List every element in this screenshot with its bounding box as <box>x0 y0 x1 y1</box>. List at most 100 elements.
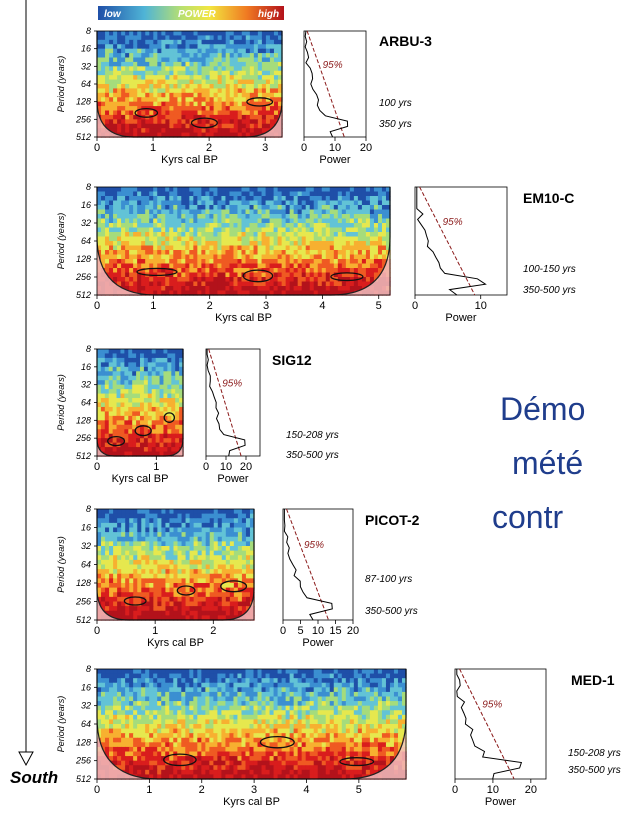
heatmap-cell <box>198 509 203 514</box>
heatmap-cell <box>270 40 275 45</box>
heatmap-cell <box>109 259 114 264</box>
heatmap-cell <box>286 268 291 273</box>
heatmap-cell <box>149 232 154 237</box>
heatmap-cell <box>358 683 363 688</box>
heatmap-cell <box>144 398 149 403</box>
heatmap-cell <box>105 241 110 246</box>
heatmap-cell <box>214 602 219 607</box>
heatmap-cell <box>222 565 227 570</box>
heatmap-cell <box>346 214 351 219</box>
heatmap-cell <box>330 232 335 237</box>
heatmap-cell <box>152 358 157 363</box>
heatmap-cell <box>141 518 146 523</box>
heatmap-cell <box>125 537 130 542</box>
heatmap-cell <box>133 514 138 519</box>
heatmap-cell <box>218 537 223 542</box>
heatmap-cell <box>173 124 178 129</box>
heatmap-cell <box>167 376 172 381</box>
heatmap-cell <box>97 398 102 403</box>
heatmap-cell <box>189 205 194 210</box>
heatmap-cell <box>133 75 138 80</box>
heatmap-cell <box>129 192 134 197</box>
heatmap-cell <box>382 205 387 210</box>
heatmap-cell <box>378 255 383 260</box>
heatmap-cell <box>113 358 118 363</box>
heatmap-cell <box>125 509 130 514</box>
heatmap-cell <box>113 255 118 260</box>
heatmap-cell <box>374 196 379 201</box>
heatmap-cell <box>177 268 182 273</box>
heatmap-cell <box>282 259 287 264</box>
heatmap-cell <box>254 44 259 49</box>
heatmap-cell <box>210 106 215 111</box>
heatmap-cell <box>173 528 178 533</box>
heatmap-cell <box>238 602 243 607</box>
heatmap-cell <box>202 80 207 85</box>
heatmap-cell <box>152 380 157 385</box>
heatmap-cell <box>198 537 203 542</box>
heatmap-cell <box>125 611 130 616</box>
heatmap-cell <box>149 187 154 192</box>
heatmap-cell <box>185 268 190 273</box>
heatmap-cell <box>241 250 246 255</box>
heatmap-cell <box>109 592 114 597</box>
heatmap-cell <box>358 268 363 273</box>
y-tick-label: 512 <box>76 451 91 461</box>
heatmap-cell <box>197 250 202 255</box>
heatmap-cell <box>254 237 259 242</box>
heatmap-cell <box>282 286 287 291</box>
heatmap-cell <box>314 223 319 228</box>
heatmap-cell <box>302 277 307 282</box>
heatmap-cell <box>140 407 145 412</box>
heatmap-cell <box>193 669 198 674</box>
heatmap-cell <box>153 119 158 124</box>
heatmap-cell <box>121 514 126 519</box>
heatmap-cell <box>113 250 118 255</box>
heatmap-cell <box>246 273 251 278</box>
heatmap-cell <box>173 255 178 260</box>
heatmap-cell <box>254 111 259 116</box>
heatmap-cell <box>177 44 182 49</box>
heatmap-cell <box>245 683 250 688</box>
heatmap-cell <box>173 286 178 291</box>
heatmap-cell <box>144 447 149 452</box>
heatmap-cell <box>169 683 174 688</box>
heatmap-cell <box>144 349 149 354</box>
heatmap-cell <box>362 255 367 260</box>
heatmap-cell <box>202 528 207 533</box>
heatmap-cell <box>109 268 114 273</box>
heatmap-cell <box>242 119 247 124</box>
heatmap-cell <box>109 560 114 565</box>
heatmap-cell <box>153 611 158 616</box>
heatmap-cell <box>136 362 141 367</box>
heatmap-cell <box>117 602 122 607</box>
heatmap-cell <box>314 264 319 269</box>
heatmap-cell <box>214 514 219 519</box>
heatmap-cell <box>165 551 170 556</box>
heatmap-cell <box>153 31 158 36</box>
heatmap-cell <box>177 214 182 219</box>
heatmap-cell <box>169 124 174 129</box>
heatmap-cell <box>286 683 291 688</box>
heatmap-cell <box>209 264 214 269</box>
heatmap-cell <box>350 255 355 260</box>
heatmap-cell <box>152 420 157 425</box>
heatmap-cell <box>234 555 239 560</box>
heatmap-cell <box>306 214 311 219</box>
heatmap-cell <box>342 692 347 697</box>
heatmap-cell <box>169 106 174 111</box>
heatmap-cell <box>109 49 114 54</box>
heatmap-cell <box>258 115 263 120</box>
heatmap-cell <box>230 583 235 588</box>
heatmap-cell <box>161 196 166 201</box>
heatmap-cell <box>238 31 243 36</box>
heatmap-cell <box>148 398 153 403</box>
heatmap-cell <box>290 237 295 242</box>
heatmap-cell <box>326 205 331 210</box>
heatmap-cell <box>129 84 134 89</box>
heatmap-cell <box>218 115 223 120</box>
heatmap-cell <box>185 53 190 58</box>
heatmap-cell <box>214 574 219 579</box>
heatmap-cell <box>370 219 375 224</box>
heatmap-cell <box>161 102 166 107</box>
